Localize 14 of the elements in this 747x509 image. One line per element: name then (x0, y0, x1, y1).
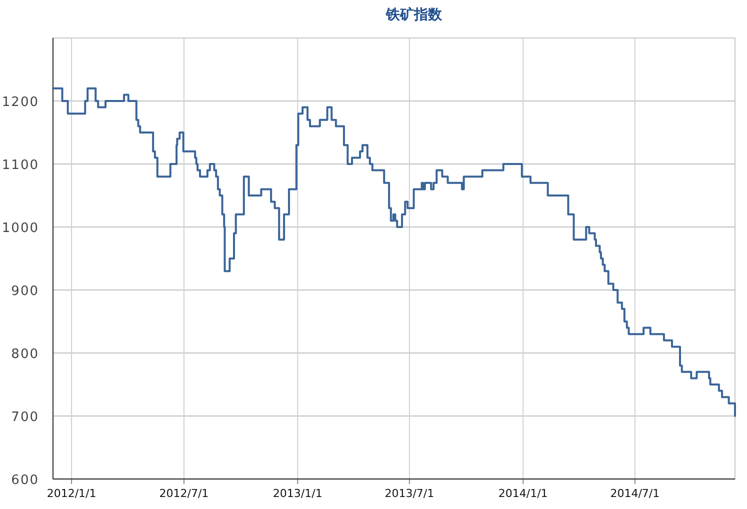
y-tick-label: 800 (11, 347, 39, 362)
y-tick-label: 900 (11, 284, 39, 299)
chart-title: 铁矿指数 (385, 6, 443, 23)
x-tick-label: 2014/7/1 (610, 487, 660, 500)
y-tick-label: 1000 (2, 221, 39, 236)
y-tick-label: 600 (11, 473, 39, 488)
y-tick-label: 1200 (2, 95, 39, 110)
x-tick-label: 2012/1/1 (46, 487, 96, 500)
x-tick-label: 2013/7/1 (384, 487, 434, 500)
x-tick-label: 2014/1/1 (498, 487, 548, 500)
y-tick-label: 700 (11, 410, 39, 425)
x-tick-label: 2012/7/1 (159, 487, 209, 500)
y-tick-label: 1100 (2, 158, 39, 173)
x-tick-label: 2013/1/1 (272, 487, 322, 500)
